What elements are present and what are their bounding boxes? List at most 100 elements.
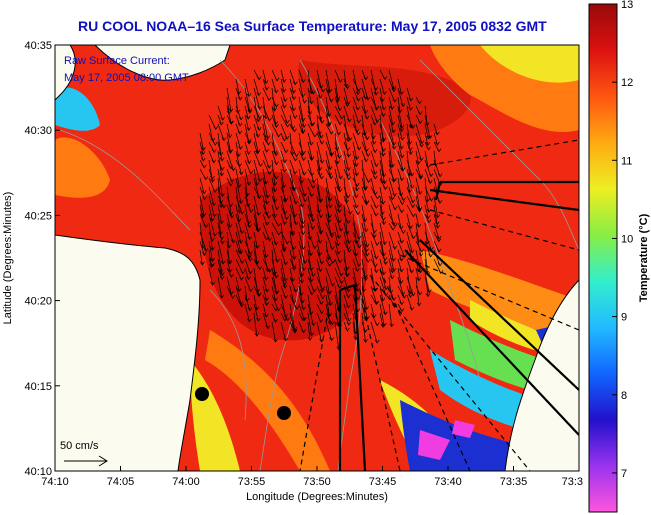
current-vector bbox=[316, 258, 321, 272]
current-vector-head bbox=[246, 127, 252, 131]
current-vector-head bbox=[346, 288, 351, 293]
current-vector-head bbox=[364, 136, 370, 141]
current-vector-head bbox=[201, 190, 207, 195]
colorbar-tick-label: 12 bbox=[621, 77, 633, 89]
current-vector-head bbox=[219, 236, 225, 240]
current-vector-head bbox=[293, 157, 298, 162]
current-vector-head bbox=[237, 184, 242, 188]
current-vector bbox=[352, 141, 358, 160]
current-vector-head bbox=[373, 91, 379, 96]
current-vector-head bbox=[247, 236, 253, 241]
current-vector-head bbox=[375, 322, 380, 327]
current-vector bbox=[316, 285, 324, 299]
current-vector bbox=[325, 186, 331, 208]
current-vector-head bbox=[237, 163, 242, 168]
land-north bbox=[94, 45, 231, 81]
current-vector bbox=[307, 276, 315, 292]
current-vector-head bbox=[228, 182, 234, 187]
radial-line bbox=[353, 284, 367, 471]
current-vector bbox=[235, 231, 242, 254]
current-vector bbox=[379, 114, 384, 143]
current-vector-head bbox=[300, 130, 306, 135]
current-vector-head bbox=[381, 148, 387, 152]
current-vector bbox=[397, 258, 402, 272]
current-vector bbox=[379, 276, 387, 296]
current-vector-head bbox=[290, 232, 296, 237]
current-vector-head bbox=[310, 90, 316, 95]
current-vector bbox=[424, 186, 432, 202]
current-vector bbox=[379, 231, 385, 256]
current-vector bbox=[343, 231, 349, 250]
current-vector-head bbox=[363, 76, 369, 81]
current-vector bbox=[334, 222, 340, 239]
current-vector bbox=[298, 240, 306, 264]
current-vector bbox=[307, 96, 311, 115]
current-vector bbox=[406, 285, 411, 298]
current-vector-head bbox=[329, 337, 334, 342]
current-vector bbox=[253, 141, 258, 154]
current-vector-head bbox=[357, 244, 362, 249]
current-vector bbox=[343, 204, 348, 235]
current-vector bbox=[379, 186, 384, 205]
current-vector bbox=[325, 231, 333, 250]
current-vector bbox=[226, 123, 231, 138]
current-vector-head bbox=[266, 97, 272, 101]
current-vector-head bbox=[238, 301, 244, 306]
current-vector-head bbox=[301, 267, 307, 272]
current-vector bbox=[307, 87, 312, 104]
current-vector-head bbox=[246, 93, 252, 98]
current-vector bbox=[379, 267, 387, 290]
current-vector bbox=[424, 231, 432, 251]
current-vector-head bbox=[353, 330, 358, 335]
current-vector-head bbox=[374, 301, 379, 305]
current-vector bbox=[280, 168, 285, 188]
current-vector-head bbox=[283, 261, 289, 266]
current-vector-head bbox=[238, 250, 244, 255]
current-vector bbox=[361, 285, 367, 310]
current-vector bbox=[298, 114, 304, 133]
current-vector-head bbox=[281, 78, 287, 83]
current-vector-head bbox=[327, 262, 333, 267]
current-vector bbox=[352, 159, 358, 176]
current-vector bbox=[298, 258, 303, 277]
current-vector bbox=[307, 321, 311, 341]
current-vector bbox=[352, 321, 357, 340]
current-vector bbox=[271, 195, 278, 210]
current-vector bbox=[316, 159, 321, 176]
current-vector bbox=[253, 87, 261, 110]
current-vector-head bbox=[399, 154, 405, 159]
current-vector-head bbox=[363, 328, 368, 333]
current-vector-head bbox=[246, 276, 251, 281]
current-vector-head bbox=[312, 288, 317, 293]
current-vector-head bbox=[282, 317, 288, 322]
current-vector bbox=[217, 105, 223, 121]
current-vector-head bbox=[372, 229, 377, 234]
current-vector-head bbox=[212, 213, 217, 218]
current-vector-head bbox=[210, 258, 215, 262]
current-vector-head bbox=[356, 87, 362, 92]
current-vector-head bbox=[389, 275, 395, 280]
current-vector-head bbox=[400, 201, 405, 206]
current-vector-head bbox=[346, 321, 352, 326]
current-vector bbox=[433, 249, 441, 266]
current-vector bbox=[289, 168, 295, 191]
current-vector bbox=[316, 204, 322, 218]
current-vector bbox=[388, 141, 393, 168]
current-vector-head bbox=[433, 162, 439, 167]
current-vector bbox=[307, 258, 314, 277]
current-vector-head bbox=[436, 235, 442, 240]
current-vector bbox=[235, 150, 242, 175]
current-vector-head bbox=[380, 324, 386, 328]
current-vector bbox=[424, 132, 429, 146]
current-vector-head bbox=[336, 186, 341, 191]
current-vector-head bbox=[264, 313, 269, 318]
current-vector-head bbox=[301, 150, 306, 155]
current-vector-head bbox=[411, 213, 416, 218]
current-vector-head bbox=[284, 216, 289, 221]
current-vector-head bbox=[336, 250, 341, 255]
current-vector bbox=[289, 114, 294, 130]
current-vector bbox=[334, 150, 338, 164]
current-vector bbox=[334, 141, 340, 159]
current-vector-head bbox=[382, 257, 388, 261]
current-vector bbox=[415, 132, 423, 148]
